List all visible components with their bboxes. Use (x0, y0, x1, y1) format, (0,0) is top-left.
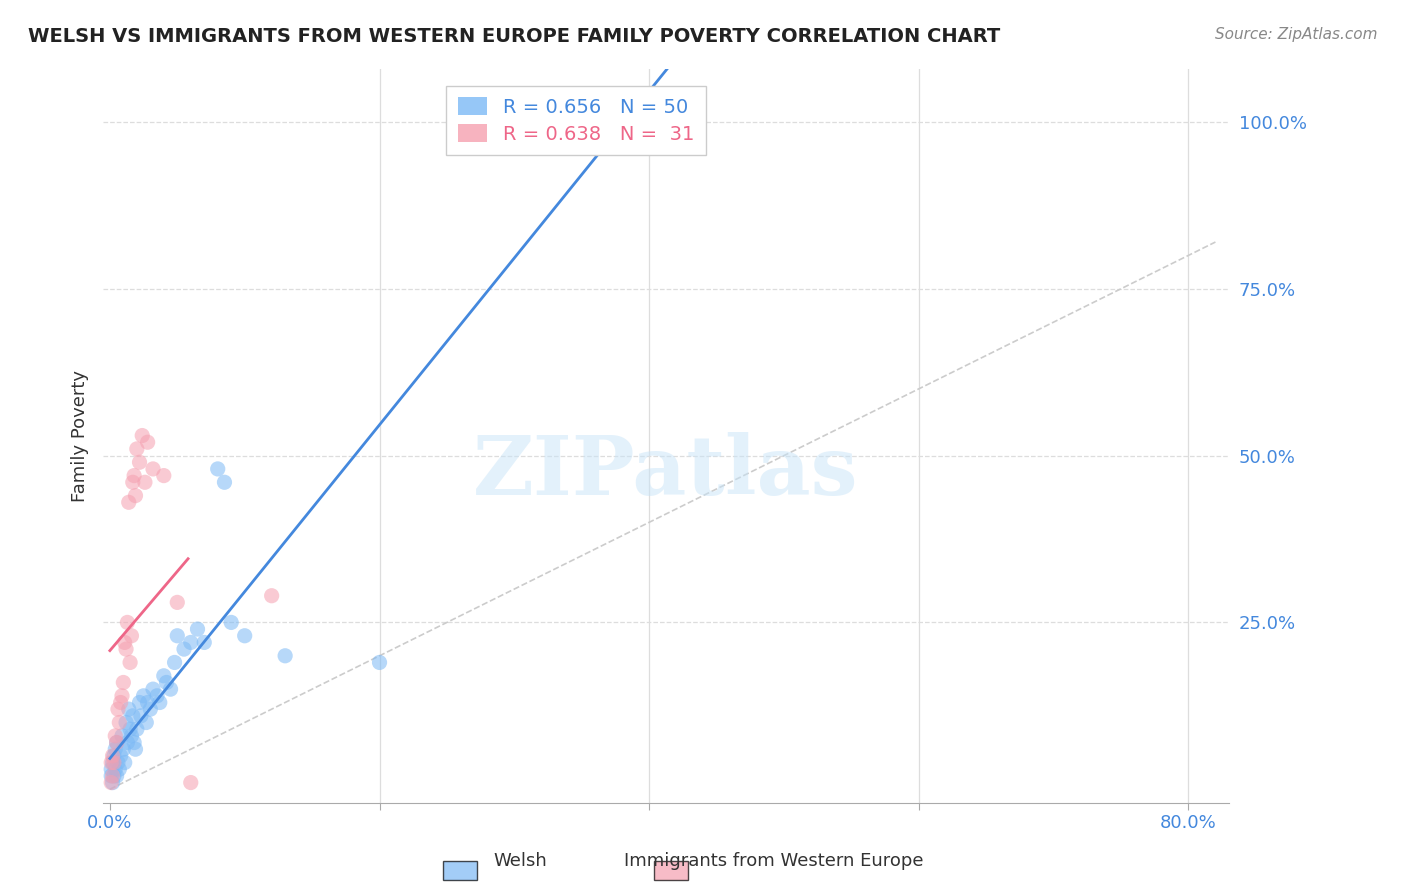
Point (124, 489, 146, 503)
Point (122, 468, 145, 483)
Point (260, 589, 283, 603)
Point (214, 475, 236, 490)
Point (121, 475, 143, 490)
Point (104, 729, 127, 743)
Point (274, 648, 297, 663)
Point (139, 702, 162, 716)
Text: Welsh: Welsh (494, 852, 547, 870)
Point (153, 468, 176, 483)
Point (142, 682, 165, 697)
Point (155, 675, 177, 690)
Point (111, 689, 134, 703)
Point (101, 769, 124, 783)
Point (101, 775, 124, 789)
Point (142, 462, 165, 476)
Point (105, 735, 128, 749)
Point (108, 762, 131, 776)
Point (166, 629, 188, 643)
Text: ZIPatlas: ZIPatlas (474, 433, 859, 512)
Point (153, 669, 176, 683)
Point (125, 442, 148, 456)
Point (114, 756, 136, 770)
Point (100, 756, 122, 770)
Point (129, 709, 152, 723)
Point (110, 748, 132, 763)
Point (180, 775, 202, 789)
Point (193, 635, 215, 649)
Point (180, 635, 202, 649)
Point (135, 715, 157, 730)
Point (128, 696, 150, 710)
Point (186, 622, 208, 636)
Point (103, 756, 125, 770)
Point (110, 696, 132, 710)
Point (368, 656, 391, 670)
Point (134, 475, 156, 490)
Point (121, 709, 143, 723)
Point (163, 656, 186, 670)
Text: Source: ZipAtlas.com: Source: ZipAtlas.com (1215, 27, 1378, 42)
Point (233, 629, 256, 643)
Point (103, 748, 125, 763)
Point (100, 762, 122, 776)
Point (108, 715, 131, 730)
Point (166, 595, 188, 609)
Point (120, 729, 142, 743)
Point (136, 435, 159, 450)
Point (107, 756, 129, 770)
Point (146, 689, 169, 703)
Point (219, 615, 242, 630)
Point (132, 689, 155, 703)
Point (104, 762, 127, 776)
Point (136, 696, 159, 710)
Point (516, 115, 538, 129)
Point (111, 729, 134, 743)
Point (124, 742, 146, 756)
Point (128, 455, 150, 469)
Y-axis label: Family Poverty: Family Poverty (72, 369, 89, 501)
Point (159, 682, 181, 697)
Point (207, 462, 229, 476)
Point (103, 769, 125, 783)
Point (100, 769, 122, 783)
Point (173, 642, 195, 657)
Point (114, 635, 136, 649)
Point (112, 742, 135, 756)
Legend: R = 0.656   N = 50, R = 0.638   N =  31: R = 0.656 N = 50, R = 0.638 N = 31 (446, 86, 706, 155)
Point (118, 495, 141, 509)
Point (105, 735, 128, 749)
Point (149, 696, 172, 710)
Point (122, 735, 145, 749)
Point (104, 742, 127, 756)
Text: WELSH VS IMMIGRANTS FROM WESTERN EUROPE FAMILY POVERTY CORRELATION CHART: WELSH VS IMMIGRANTS FROM WESTERN EUROPE … (28, 27, 1001, 45)
Point (117, 615, 139, 630)
Point (117, 735, 139, 749)
Point (125, 722, 148, 736)
Point (115, 715, 138, 730)
Point (100, 775, 122, 789)
Point (107, 702, 129, 716)
Point (131, 428, 153, 442)
Point (101, 748, 124, 763)
Point (112, 675, 135, 690)
Point (105, 769, 128, 783)
Point (120, 629, 142, 643)
Point (120, 656, 142, 670)
Text: Immigrants from Western Europe: Immigrants from Western Europe (623, 852, 924, 870)
Point (101, 756, 124, 770)
Point (118, 702, 141, 716)
Point (115, 642, 138, 657)
Point (120, 722, 142, 736)
